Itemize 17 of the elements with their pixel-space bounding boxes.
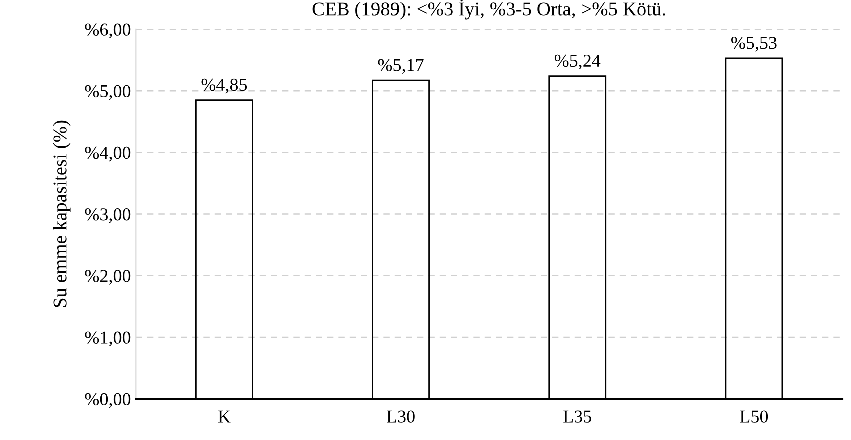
y-tick-label: %6,00: [85, 24, 131, 39]
y-tick-label: %3,00: [85, 208, 131, 224]
y-tick-label: %4,00: [85, 146, 131, 162]
y-tick-label: %2,00: [85, 270, 131, 285]
x-tick-label: L30: [387, 410, 415, 423]
y-tick-label: %5,00: [85, 85, 131, 100]
data-label: %5,17: [378, 59, 424, 74]
data-label: %5,24: [554, 54, 601, 70]
x-tick-label: K: [218, 410, 231, 423]
x-tick-label: L50: [740, 410, 768, 423]
chart-title: CEB (1989): <%3 İyi, %3-5 Orta, >%5 Kötü.: [312, 0, 666, 20]
y-tick-label: %0,00: [85, 393, 131, 408]
y-tick-label: %1,00: [85, 332, 131, 347]
x-tick-label: L35: [564, 410, 592, 423]
y-axis-title: Su emme kapasitesi (%): [53, 120, 71, 308]
data-label: %4,85: [202, 78, 248, 94]
data-label: %5,53: [732, 37, 777, 52]
